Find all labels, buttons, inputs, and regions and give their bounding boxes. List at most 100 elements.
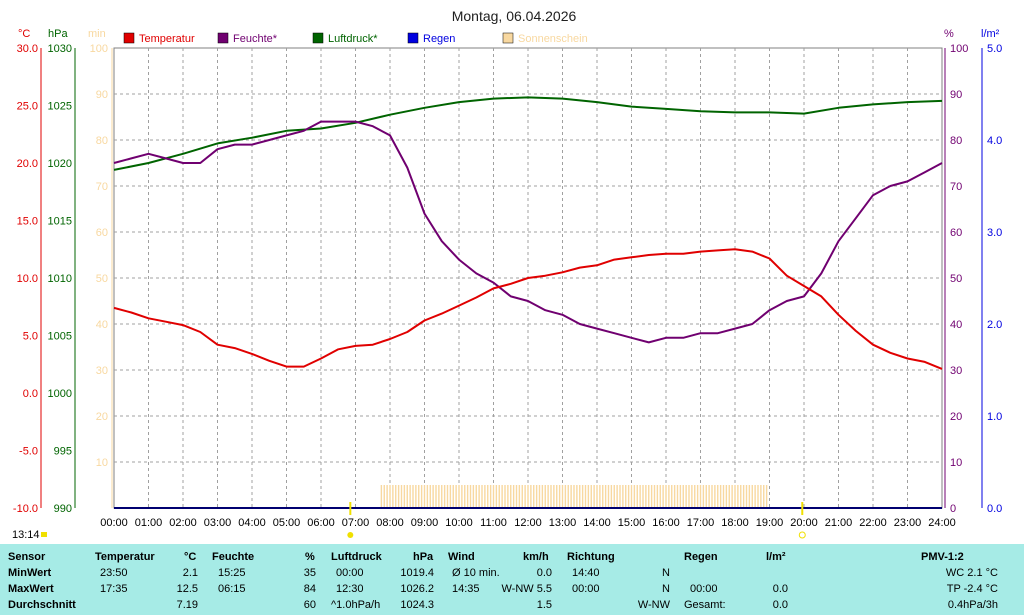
sunshine-bars: [380, 485, 768, 508]
x-tick-label: 00:00: [100, 517, 128, 529]
x-tick-label: 05:00: [273, 517, 301, 529]
tick-labels: 30.025.020.015.010.05.00.0-5.0-10.010301…: [13, 43, 1002, 529]
stats-rain-value: 0.0: [772, 599, 788, 611]
sunshine-tick-label: 10: [96, 457, 108, 469]
stats-header-temperature: Temperatur: [95, 551, 155, 563]
stats-rain-time: Gesamt:: [684, 599, 726, 611]
rain-tick-label: 5.0: [987, 43, 1002, 55]
temperature-tick-label: 20.0: [17, 158, 38, 170]
stats-header-rain-unit: l/m²: [766, 551, 786, 563]
stats-hum-value: 35: [303, 567, 316, 579]
stats-wind-value: 0.0: [536, 567, 552, 579]
stats-wind-value: W-NW 5.5: [501, 583, 552, 595]
temperature-tick-label: -10.0: [13, 503, 38, 515]
sunshine-tick-label: 80: [96, 135, 108, 147]
stats-header-pressure: Luftdruck: [331, 551, 382, 563]
humidity-line: [113, 120, 943, 344]
stats-header-pmv: PMV-1:2: [921, 551, 964, 563]
legend-label-rain: Regen: [423, 33, 455, 45]
rain-unit-label: l/m²: [981, 28, 1000, 40]
rain-tick-label: 4.0: [987, 135, 1002, 147]
x-tick-label: 09:00: [411, 517, 439, 529]
x-tick-label: 19:00: [756, 517, 784, 529]
legend-swatch-pressure: [312, 32, 324, 44]
rain-tick-label: 1.0: [987, 411, 1002, 423]
temperature-tick-label: 5.0: [23, 331, 38, 343]
stats-wind-time: 14:35: [452, 583, 480, 595]
humidity-tick-label: 0: [950, 503, 956, 515]
stats-temp-value: 12.5: [176, 583, 198, 595]
temperature-tick-label: 25.0: [17, 101, 38, 113]
stats-press-time: ^1.0hPa/h: [331, 599, 381, 611]
time-markers: [347, 502, 806, 539]
statistics-table: Sensor Temperatur °C Feuchte % Luftdruck…: [0, 544, 1024, 615]
x-tick-label: 15:00: [618, 517, 646, 529]
sunshine-tick-label: 100: [90, 43, 108, 55]
humidity-tick-label: 90: [950, 89, 962, 101]
legend-label-sunshine: Sonnenschein: [518, 33, 588, 45]
current-time-label: 13:14: [12, 529, 40, 541]
x-tick-label: 02:00: [169, 517, 197, 529]
x-tick-label: 11:00: [480, 517, 507, 529]
x-tick-label: 01:00: [135, 517, 163, 529]
stats-dir-time: 00:00: [572, 583, 600, 595]
x-tick-label: 22:00: [859, 517, 887, 529]
sunshine-unit-label: min: [88, 28, 106, 40]
legend-swatch-temperature: [123, 32, 135, 44]
stats-dir-value: N: [662, 567, 670, 579]
x-tick-label: 12:00: [514, 517, 542, 529]
stats-wind-value: 1.5: [536, 599, 552, 611]
legend-swatch-humidity: [217, 32, 229, 44]
stats-wind-time: Ø 10 min.: [452, 567, 500, 579]
humidity-tick-label: 20: [950, 411, 962, 423]
humidity-tick-label: 100: [950, 43, 968, 55]
temperature-tick-label: 10.0: [17, 273, 38, 285]
stats-hum-time: 06:15: [218, 583, 246, 595]
legend-swatch-rain: [407, 32, 419, 44]
x-tick-label: 13:00: [549, 517, 577, 529]
x-tick-label: 17:00: [687, 517, 715, 529]
stats-pmv-value: WC 2.1 °C: [945, 567, 998, 579]
sunshine-tick-label: 20: [96, 411, 108, 423]
x-tick-label: 06:00: [307, 517, 335, 529]
stats-temp-time: 17:35: [100, 583, 128, 595]
stats-temp-value: 7.19: [176, 599, 198, 611]
pressure-tick-label: 990: [54, 503, 72, 515]
stats-dir-time: 14:40: [572, 567, 600, 579]
temperature-tick-label: 0.0: [23, 388, 38, 400]
sunshine-tick-label: 60: [96, 227, 108, 239]
x-tick-label: 04:00: [238, 517, 266, 529]
weather-chart: Montag, 06.04.2026 °C hPa min % l/m² Tem…: [12, 8, 1002, 541]
legend-swatch-sunshine: [502, 32, 514, 44]
humidity-unit-label: %: [944, 28, 954, 40]
chart-legend: Temperatur Feuchte* Luftdruck* Regen Son…: [123, 32, 588, 45]
stats-row-label: Durchschnitt: [8, 599, 76, 611]
stats-pmv-value: TP -2.4 °C: [946, 583, 998, 595]
x-tick-label: 20:00: [790, 517, 818, 529]
pressure-tick-label: 1000: [48, 388, 72, 400]
legend-label-humidity: Feuchte*: [233, 33, 278, 45]
stats-press-value: 1026.2: [400, 583, 434, 595]
sunshine-tick-label: 70: [96, 181, 108, 193]
pressure-tick-label: 1030: [48, 43, 72, 55]
temperature-unit-label: °C: [18, 28, 30, 40]
humidity-tick-label: 70: [950, 181, 962, 193]
sunshine-tick-label: 30: [96, 365, 108, 377]
stats-header-wind-unit: km/h: [523, 551, 549, 563]
pressure-unit-label: hPa: [48, 28, 68, 40]
stats-dir-value: W-NW: [637, 599, 670, 611]
x-tick-label: 08:00: [376, 517, 404, 529]
temperature-tick-label: 30.0: [17, 43, 38, 55]
rain-tick-label: 0.0: [987, 503, 1002, 515]
legend-label-pressure: Luftdruck*: [328, 33, 378, 45]
stats-header-sensor: Sensor: [8, 551, 46, 563]
x-tick-label: 24:00: [928, 517, 956, 529]
x-tick-label: 07:00: [342, 517, 370, 529]
humidity-tick-label: 30: [950, 365, 962, 377]
stats-press-time: 00:00: [336, 567, 364, 579]
stats-row-label: MinWert: [8, 567, 52, 579]
stats-rain-time: 00:00: [690, 583, 718, 595]
stats-header-humidity: Feuchte: [212, 551, 255, 563]
pressure-line: [113, 96, 943, 171]
stats-dir-value: N: [662, 583, 670, 595]
